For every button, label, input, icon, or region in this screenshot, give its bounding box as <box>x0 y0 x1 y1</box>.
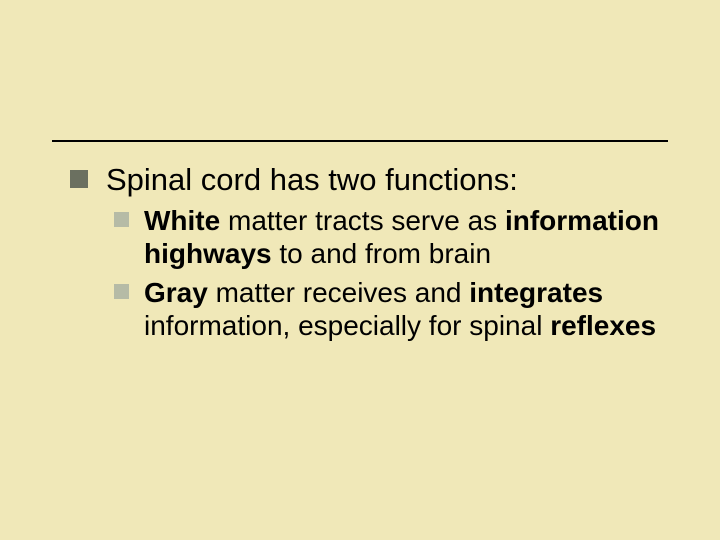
slide: Spinal cord has two functions: White mat… <box>0 0 720 540</box>
bullet-level2-text: White matter tracts serve as information… <box>144 204 660 270</box>
bullet-level2-text: Gray matter receives and integrates info… <box>144 276 660 342</box>
square-bullet-icon <box>114 212 129 227</box>
bullet-level2: Gray matter receives and integrates info… <box>114 276 660 342</box>
square-bullet-icon <box>114 284 129 299</box>
content-area: Spinal cord has two functions: White mat… <box>70 162 660 342</box>
bullet-level1-text: Spinal cord has two functions: <box>106 162 518 198</box>
bullet-level2-list: White matter tracts serve as information… <box>114 204 660 342</box>
square-bullet-icon <box>70 170 88 188</box>
bullet-level2: White matter tracts serve as information… <box>114 204 660 270</box>
bullet-level1: Spinal cord has two functions: <box>70 162 660 198</box>
title-divider <box>52 140 668 142</box>
